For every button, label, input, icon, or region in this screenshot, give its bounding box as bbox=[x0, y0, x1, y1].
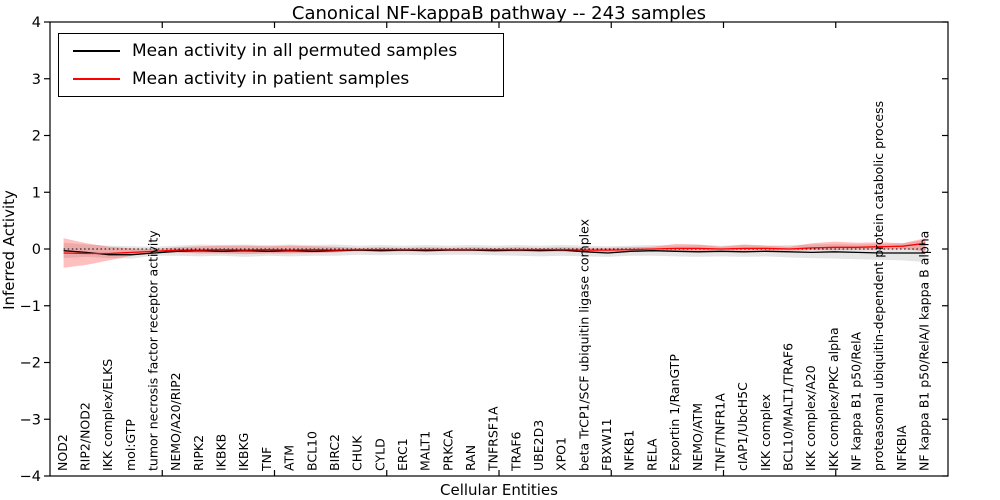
category-label: CYLD bbox=[372, 438, 387, 471]
category-label: NEMO/A20/RIP2 bbox=[168, 372, 183, 471]
category-label: IKBKG bbox=[236, 433, 251, 471]
category-label: NF kappa B1 p50/RelA bbox=[849, 331, 864, 471]
category-label: TNF/TNFR1A bbox=[712, 393, 727, 472]
category-label: beta TrCP1/SCF ubiquitin ligase complex bbox=[576, 219, 591, 471]
category-label: FBXW11 bbox=[599, 418, 614, 471]
category-label: NFKBIA bbox=[894, 425, 909, 471]
category-label: proteasomal ubiquitin-dependent protein … bbox=[871, 101, 886, 471]
category-label: RELA bbox=[644, 438, 659, 471]
patient-mean-line bbox=[63, 242, 926, 255]
category-label: ATM bbox=[282, 445, 297, 471]
y-tick-label: −3 bbox=[20, 412, 41, 428]
legend-label: Mean activity in patient samples bbox=[132, 68, 410, 89]
y-tick-label: 2 bbox=[32, 129, 41, 145]
category-label: Exportin 1/RanGTP bbox=[667, 354, 682, 471]
category-label: IKK complex/PKC alpha bbox=[826, 327, 841, 471]
category-label: RAN bbox=[463, 445, 478, 471]
category-label: RIPK2 bbox=[191, 435, 206, 471]
category-label: IKK complex bbox=[758, 394, 773, 471]
category-label: IKBKB bbox=[214, 434, 229, 471]
legend: Mean activity in all permuted samples Me… bbox=[58, 33, 504, 97]
category-label: BCL10 bbox=[304, 431, 319, 471]
chart-title: Canonical NF-kappaB pathway -- 243 sampl… bbox=[291, 3, 707, 24]
category-label: BCL10/MALT1/TRAF6 bbox=[781, 343, 796, 471]
category-label: TNF bbox=[259, 447, 274, 472]
category-label: CHUK bbox=[350, 435, 365, 471]
legend-line-black bbox=[73, 50, 120, 53]
category-label: tumor necrosis factor receptor activity bbox=[146, 230, 161, 471]
patient-band-area bbox=[63, 238, 926, 268]
category-label: NFKB1 bbox=[622, 430, 637, 471]
category-label: ERC1 bbox=[395, 438, 410, 471]
category-label: mol:GTP bbox=[123, 419, 138, 471]
permuted-mean-line bbox=[63, 249, 926, 256]
y-tick-label: −2 bbox=[20, 356, 41, 372]
category-label: IKK complex/A20 bbox=[803, 365, 818, 471]
y-tick-label: 3 bbox=[32, 72, 41, 88]
category-label: NF kappa B1 p50/RelA/I kappa B alpha bbox=[917, 231, 932, 471]
category-label: MALT1 bbox=[418, 431, 433, 471]
category-label: cIAP1/UbcH5C bbox=[735, 382, 750, 471]
y-tick-label: 1 bbox=[32, 185, 41, 201]
y-tick-label: 0 bbox=[32, 242, 41, 258]
y-tick-label: 4 bbox=[32, 15, 41, 31]
y-tick-label: −1 bbox=[20, 299, 41, 315]
category-label: RIP2/NOD2 bbox=[78, 402, 93, 471]
category-label: TNFRSF1A bbox=[486, 406, 501, 472]
legend-item-permuted: Mean activity in all permuted samples bbox=[59, 41, 503, 61]
legend-line-red bbox=[73, 77, 120, 80]
category-label: IKK complex/ELKS bbox=[100, 359, 115, 471]
x-axis-label: Cellular Entities bbox=[440, 481, 558, 499]
category-label: UBE2D3 bbox=[531, 420, 546, 471]
category-label: TRAF6 bbox=[508, 431, 523, 472]
legend-label: Mean activity in all permuted samples bbox=[132, 41, 458, 62]
category-label: XPO1 bbox=[554, 437, 569, 471]
category-label: BIRC2 bbox=[327, 434, 342, 471]
y-tick-label: −4 bbox=[20, 469, 41, 485]
category-label: NEMO/ATM bbox=[690, 403, 705, 471]
legend-item-patient: Mean activity in patient samples bbox=[59, 69, 503, 89]
category-label: PRKCA bbox=[440, 430, 455, 471]
category-label: NOD2 bbox=[55, 434, 70, 471]
